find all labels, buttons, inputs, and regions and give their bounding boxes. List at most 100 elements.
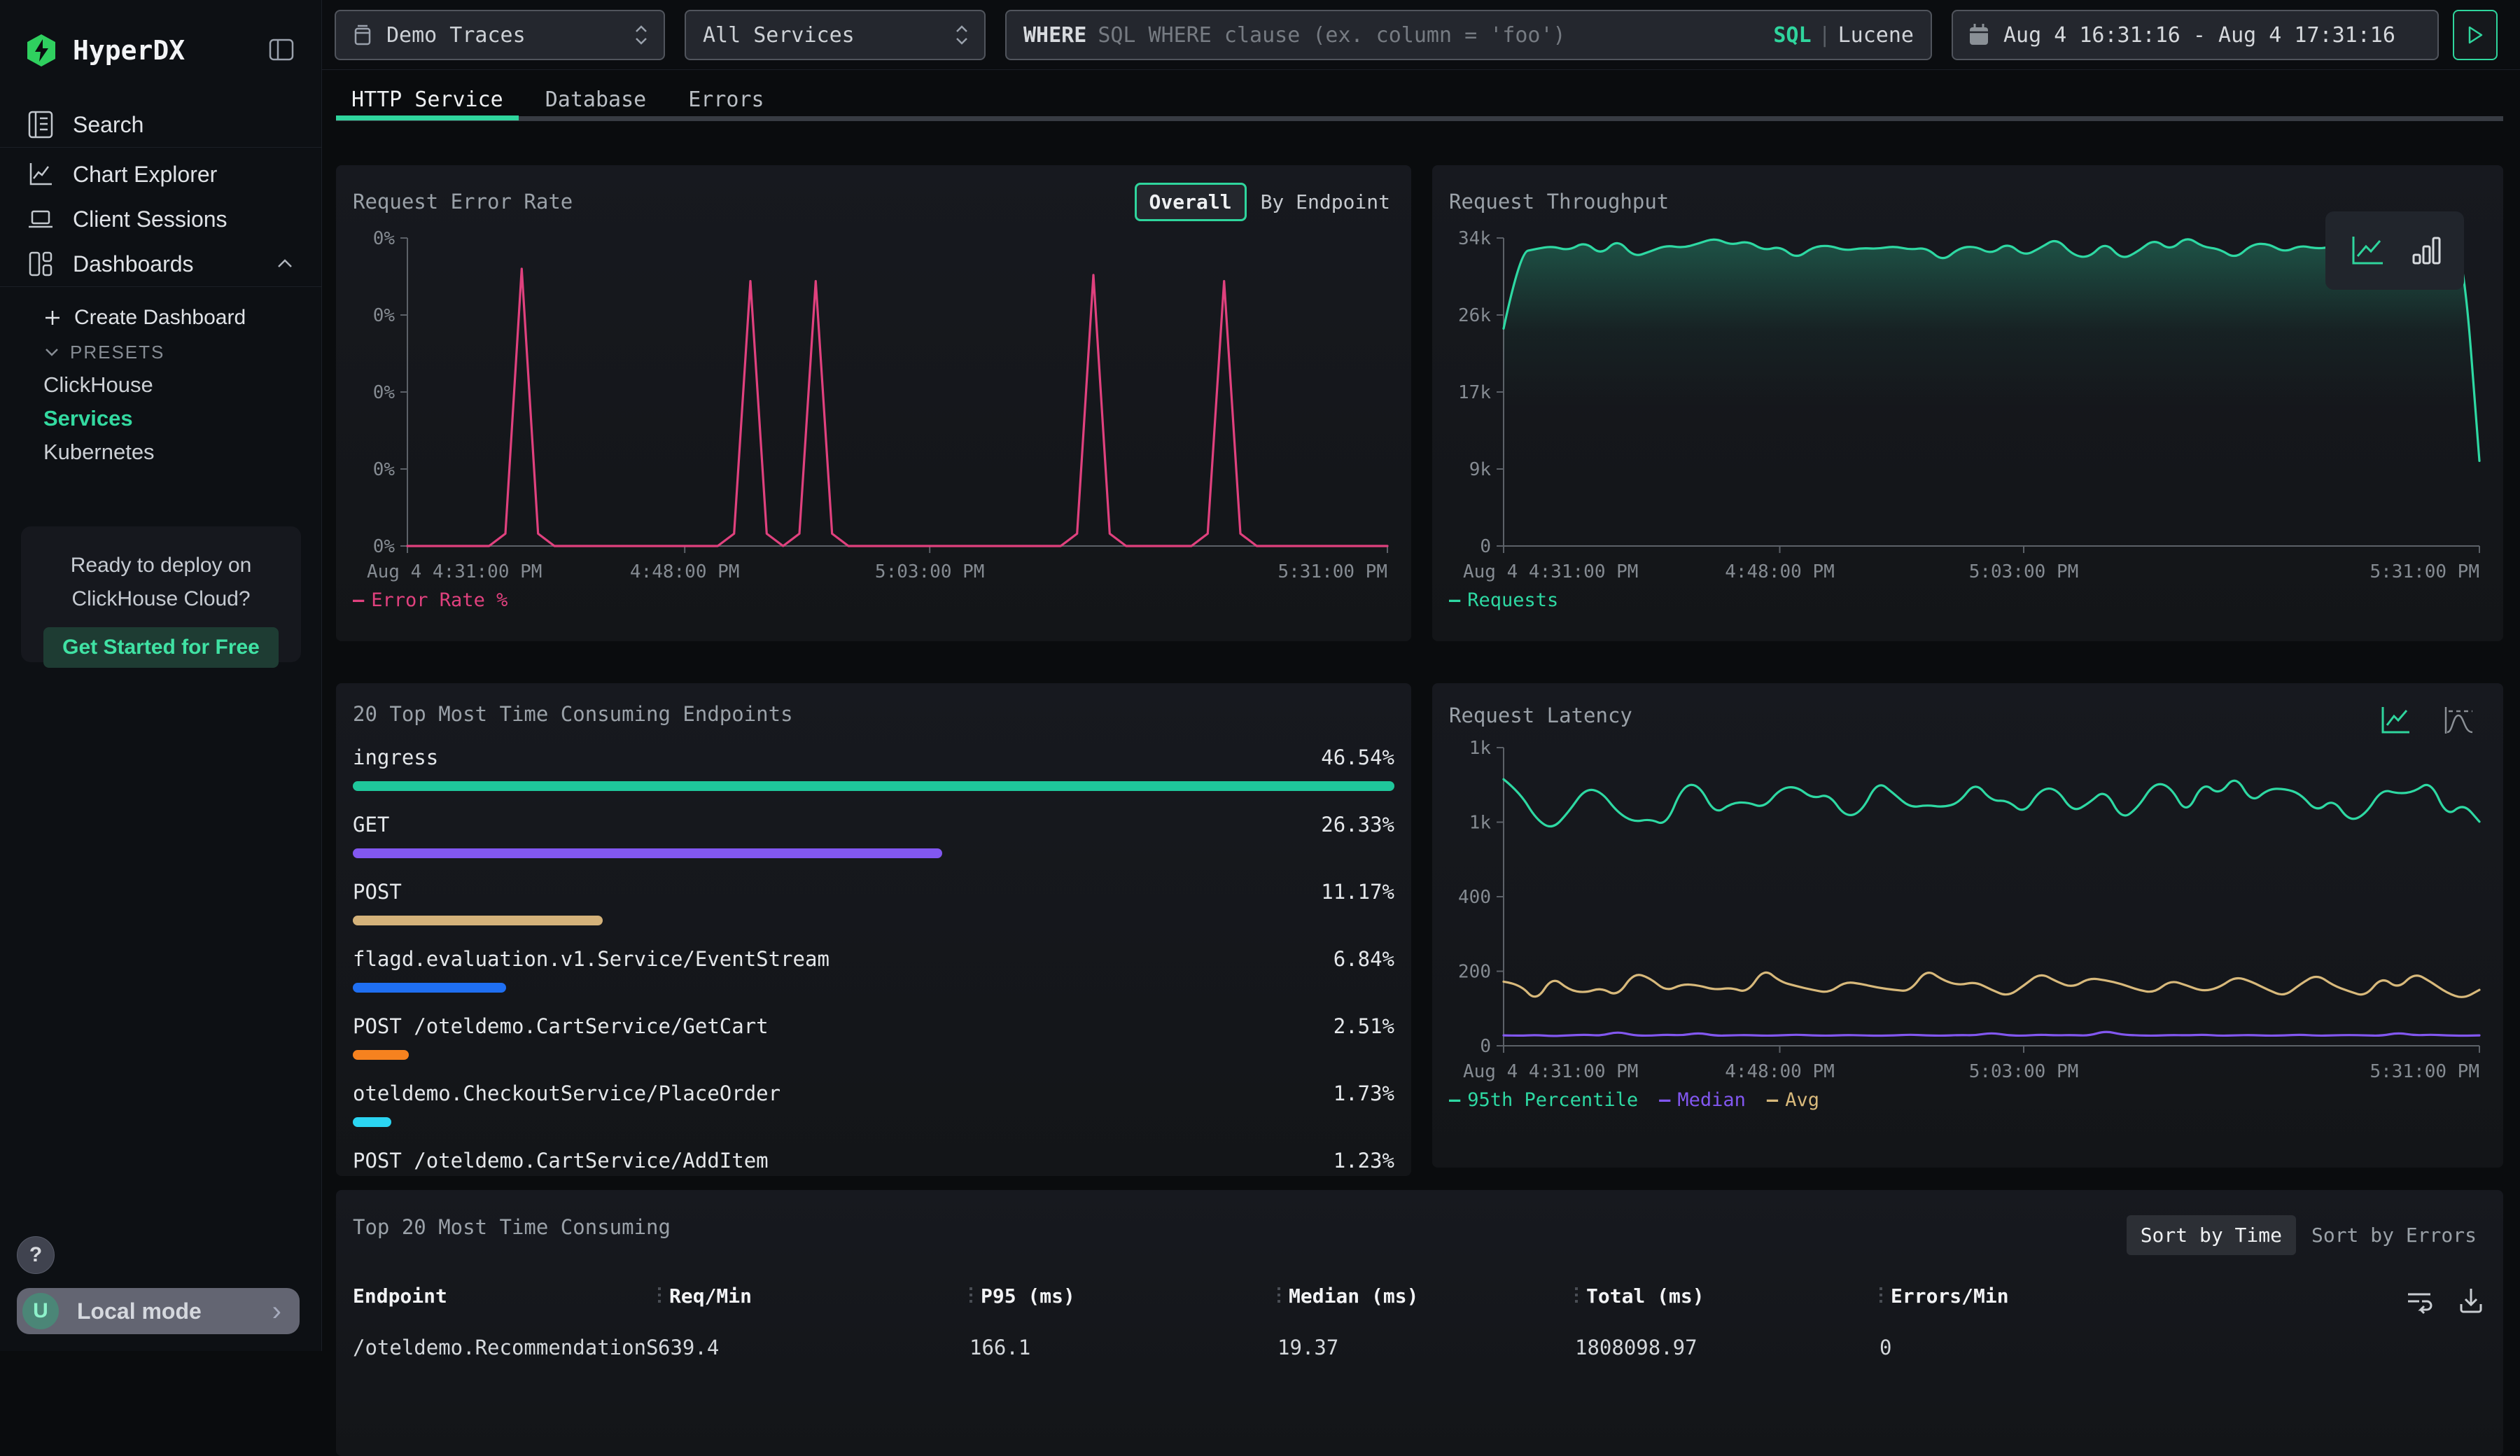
endpoint-percent: 46.54% [1321,746,1394,769]
card-title: Request Latency [1449,704,1632,727]
y-axis-label: 0% [373,305,396,326]
chevrons-up-down-icon [633,23,650,47]
card-top-table: Top 20 Most Time Consuming Sort by Time … [336,1190,2503,1456]
sort-by-time-button[interactable]: Sort by Time [2126,1215,2296,1255]
tabs-underline-track [336,116,2503,121]
service-select[interactable]: All Services [685,10,986,60]
column-header[interactable]: Req/Min [658,1284,969,1308]
throughput-chart: 34k 26k 17k 9k 0 [1458,228,2481,553]
y-axis-label: 26k [1458,305,1491,326]
endpoint-row[interactable]: POST 11.17% [353,879,1394,925]
column-header-label: Req/Min [669,1284,752,1308]
card-title: Request Throughput [1449,190,1670,214]
dashboard-content: HTTP Service Database Errors Request Err… [322,70,2520,1456]
drag-handle-icon[interactable] [1278,1287,1280,1306]
tab-errors[interactable]: Errors [688,88,764,112]
sidebar-item-label: Search [73,111,144,137]
brand-logo[interactable]: HyperDX [0,28,321,73]
endpoint-row[interactable]: oteldemo.CheckoutService/PlaceOrder 1.73% [353,1081,1394,1127]
legend-swatch: — [1449,1089,1461,1111]
sidebar-item-chart-explorer[interactable]: Chart Explorer [0,152,321,197]
drag-handle-icon[interactable] [969,1287,972,1306]
column-header[interactable]: Total (ms) [1575,1284,1879,1308]
legend-label: Avg [1785,1089,1819,1111]
table-cell: 0 [1879,1336,1892,1359]
column-header[interactable]: P95 (ms) [969,1284,1278,1308]
user-mode-label: Local mode [77,1298,202,1324]
table-row[interactable]: /oteldemo.RecommendationServ639.4 166.1 19… [353,1336,2486,1359]
legend-item[interactable]: — 95th Percentile [1449,1089,1638,1111]
card-request-latency: Request Latency 1k 1k 400 200 0 Aug 4 4:31:0… [1432,683,2503,1168]
sql-mode-toggle[interactable]: SQL [1773,22,1812,48]
drag-handle-icon[interactable] [1575,1287,1578,1306]
series-line [406,267,1389,547]
column-header[interactable]: Endpoint [353,1284,658,1308]
database-icon [351,22,374,48]
wrap-lines-icon[interactable] [2404,1284,2435,1315]
search-journal-icon [27,109,55,140]
legend-item[interactable]: — Avg [1767,1089,1819,1111]
play-icon [2468,26,2483,44]
lucene-mode-toggle[interactable]: Lucene [1837,22,1914,48]
chevron-up-icon[interactable] [275,257,295,271]
column-header[interactable]: Median (ms) [1278,1284,1575,1308]
column-header-label: P95 (ms) [981,1284,1075,1308]
column-header-label: Errors/Min [1891,1284,2009,1308]
sidebar-item-search[interactable]: Search [0,102,321,147]
chevrons-up-down-icon [953,23,970,47]
histogram-icon[interactable] [2442,704,2475,736]
bar-chart-icon[interactable] [2411,232,2442,269]
user-menu[interactable]: U Local mode › [17,1288,300,1334]
sidebar-item-clickhouse[interactable]: ClickHouse [43,368,321,402]
help-button[interactable]: ? [17,1236,55,1274]
y-axis-label: 0% [373,459,396,480]
legend-item[interactable]: — Error Rate % [353,589,507,611]
run-query-button[interactable] [2453,10,2498,60]
drag-handle-icon[interactable] [1879,1287,1882,1306]
source-select[interactable]: Demo Traces [335,10,665,60]
throughput-legend: — Requests [1449,589,2486,611]
tab-database[interactable]: Database [545,88,647,112]
latency-x-axis: Aug 4 4:31:00 PM 4:48:00 PM 5:03:00 PM 5:31… [1449,1056,2486,1085]
presets-toggle[interactable]: PRESETS [43,336,321,368]
legend-swatch: — [1449,589,1461,611]
mode-divider: | [1818,22,1831,48]
legend-swatch: — [353,589,365,611]
legend-item[interactable]: — Median [1659,1089,1746,1111]
tab-http-service[interactable]: HTTP Service [336,84,519,120]
endpoint-row[interactable]: flagd.evaluation.v1.Service/EventStream 6… [353,946,1394,993]
sidebar-item-label: Dashboards [73,251,194,276]
search-input[interactable]: WHERE SQL WHERE clause (ex. column = 'fo… [1005,10,1932,60]
hyperdx-logo-icon [25,33,57,68]
sidebar-item-dashboards[interactable]: Dashboards [0,241,321,286]
legend-item[interactable]: — Requests [1449,589,1558,611]
y-axis-label: 9k [1469,459,1492,480]
endpoint-row[interactable]: ingress 46.54% [353,745,1394,791]
time-range-picker[interactable]: Aug 4 16:31:16 - Aug 4 17:31:16 [1952,10,2439,60]
sidebar-collapse-icon[interactable] [265,34,298,66]
overall-toggle-button[interactable]: Overall [1134,182,1247,221]
line-chart-icon[interactable] [2348,232,2387,269]
sort-by-errors-button[interactable]: Sort by Errors [2302,1215,2486,1255]
brand-name: HyperDX [73,35,186,66]
sidebar-item-services[interactable]: Services [43,402,321,435]
by-endpoint-toggle-button[interactable]: By Endpoint [1256,185,1394,219]
dashboard-tabs: HTTP Service Database Errors [336,84,791,120]
endpoint-percent: 1.23% [1333,1149,1394,1172]
source-select-value: Demo Traces [386,22,526,48]
sidebar-item-kubernetes[interactable]: Kubernetes [43,435,321,469]
drag-handle-icon[interactable] [658,1287,661,1306]
x-axis-label: Aug 4 4:31:00 PM [367,561,542,582]
create-dashboard-button[interactable]: Create Dashboard [43,300,321,336]
endpoint-row[interactable]: POST /oteldemo.CartService/AddItem 1.23% [353,1148,1394,1176]
chevron-right-icon: › [272,1296,281,1326]
sidebar-item-client-sessions[interactable]: Client Sessions [0,197,321,241]
card-title: Request Error Rate [353,190,573,214]
download-icon[interactable] [2456,1284,2486,1315]
column-header[interactable]: Errors/Min [1879,1284,2174,1308]
endpoint-row[interactable]: POST /oteldemo.CartService/GetCart 2.51% [353,1014,1394,1060]
line-chart-icon[interactable] [2379,704,2412,736]
get-started-button[interactable]: Get Started for Free [43,627,279,668]
x-axis-label: 4:48:00 PM [1725,1061,1835,1082]
endpoint-row[interactable]: GET 26.33% [353,812,1394,858]
